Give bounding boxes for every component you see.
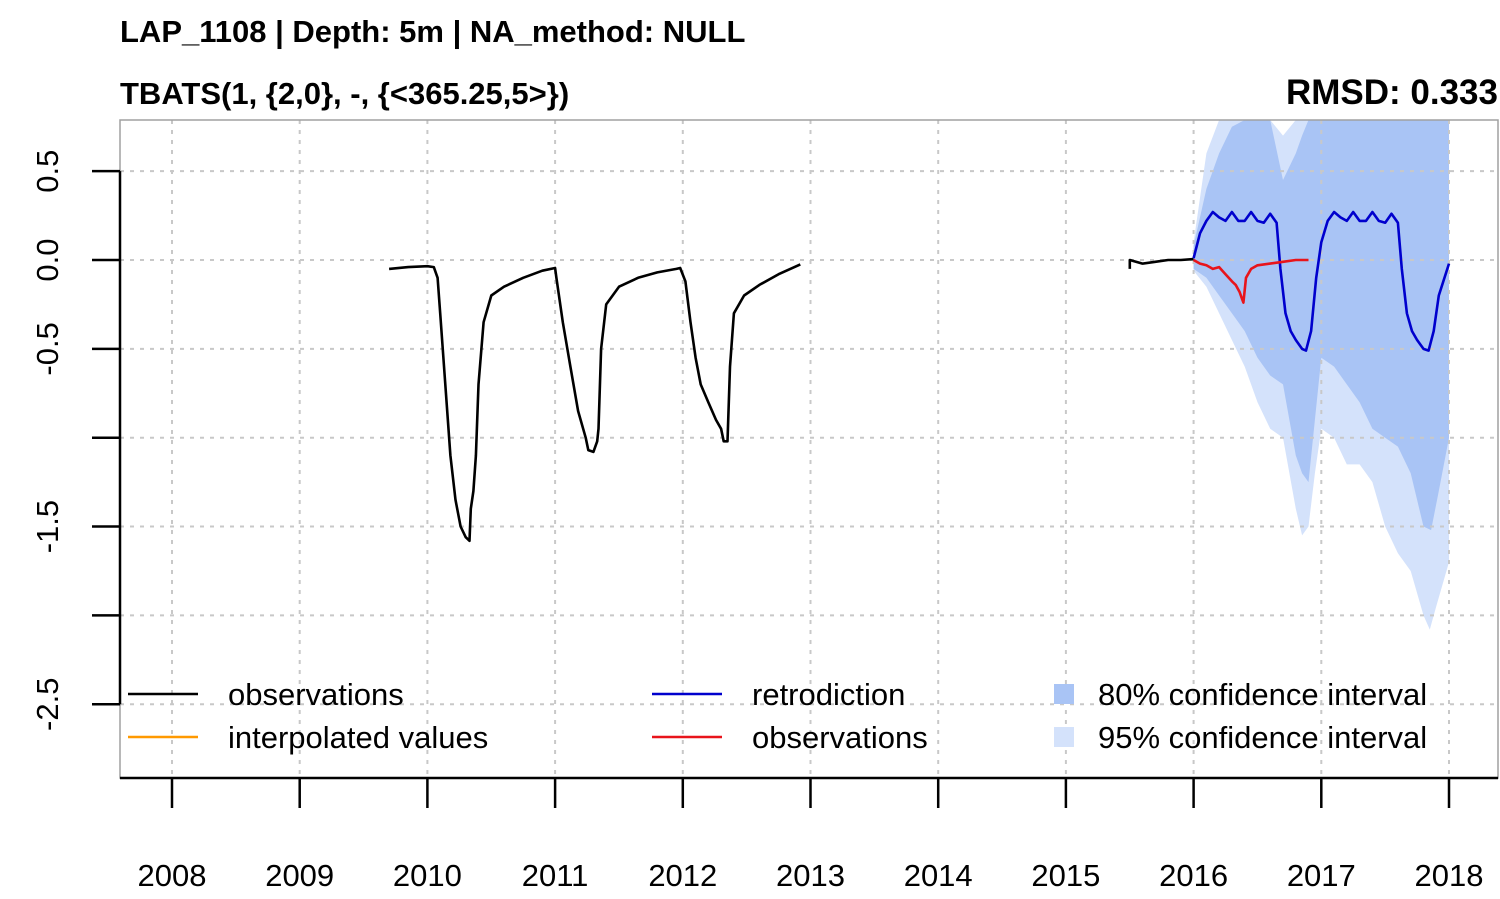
legend-label-3: interpolated values xyxy=(228,720,488,755)
y-tick-label: 0.5 xyxy=(30,150,65,193)
series-line-0 xyxy=(1128,257,1194,269)
x-tick-label: 2013 xyxy=(776,858,845,893)
series-line-2 xyxy=(1192,258,1309,304)
y-tick-label: -0.5 xyxy=(30,322,65,375)
x-tick-label: 2014 xyxy=(904,858,973,893)
legend-label-4: observations xyxy=(752,720,928,755)
legend-swatch-5 xyxy=(1054,727,1074,747)
x-tick-label: 2018 xyxy=(1415,858,1484,893)
y-axis: 0.5 0.0 -0.5 -1.5 -2.5 xyxy=(30,150,122,731)
chart-title: LAP_1108 | Depth: 5m | NA_method: NULL xyxy=(120,14,745,49)
x-tick-label: 2015 xyxy=(1031,858,1100,893)
series-line-1 xyxy=(1192,210,1451,352)
x-tick-label: 2009 xyxy=(265,858,334,893)
legend-label-5: 95% confidence interval xyxy=(1098,720,1427,755)
legend-label-0: observations xyxy=(228,677,404,712)
series-line-0 xyxy=(388,263,801,543)
legend: observations retrodiction 80% confidence i… xyxy=(128,677,1427,755)
x-tick-label: 2012 xyxy=(648,858,717,893)
y-tick-label: 0.0 xyxy=(30,238,65,281)
rmsd-label: RMSD: 0.333 xyxy=(1286,73,1498,112)
x-axis: 2008 2009 2010 2011 2012 2013 2014 2015 2016 2017… xyxy=(120,776,1498,893)
legend-label-1: retrodiction xyxy=(752,677,905,712)
x-tick-label: 2016 xyxy=(1159,858,1228,893)
x-tick-label: 2010 xyxy=(393,858,462,893)
chart-subtitle: TBATS(1, {2,0}, -, {<365.25,5>}) xyxy=(120,76,569,111)
x-tick-label: 2011 xyxy=(522,858,589,893)
legend-label-2: 80% confidence interval xyxy=(1098,677,1427,712)
y-tick-label: -1.5 xyxy=(30,500,65,553)
x-tick-label: 2017 xyxy=(1287,858,1356,893)
series-layer xyxy=(388,210,1451,543)
y-tick-label: -2.5 xyxy=(30,678,65,731)
x-tick-label: 2008 xyxy=(138,858,207,893)
legend-swatch-2 xyxy=(1054,684,1074,704)
